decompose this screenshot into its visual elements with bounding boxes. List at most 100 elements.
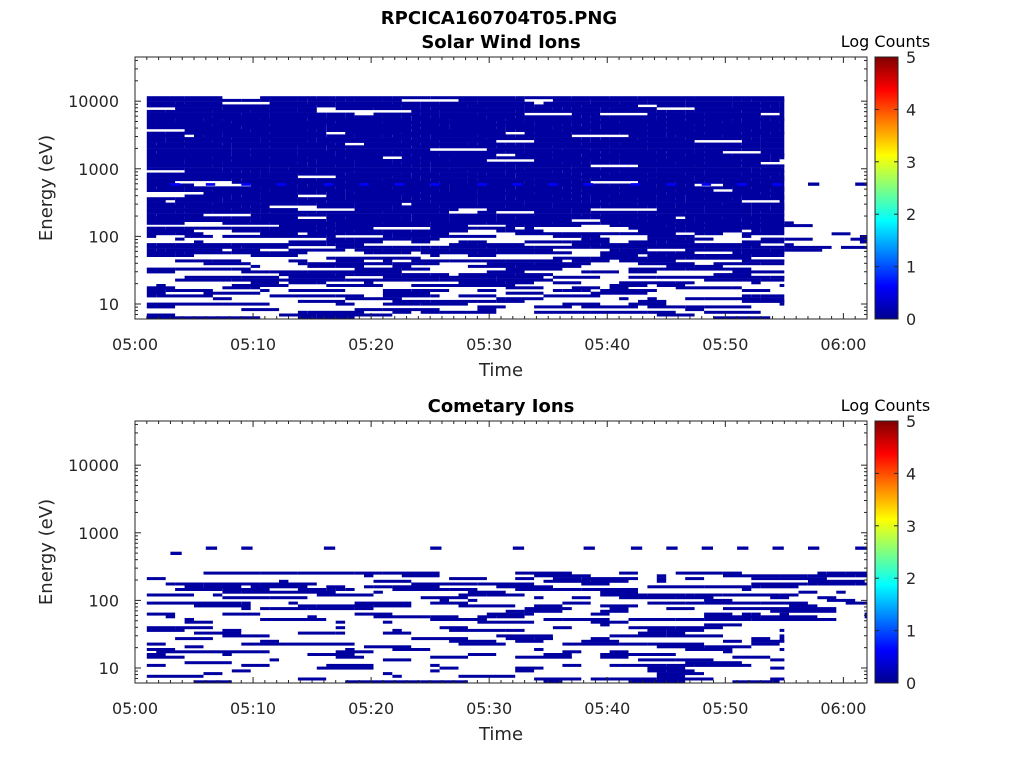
heatmap-cell [808,574,856,578]
heatmap-cell [307,197,346,201]
heatmap-cell [741,142,761,146]
heatmap-cell [505,224,525,227]
heatmap-cell [477,308,497,312]
heatmap-cell [552,156,601,160]
heatmap-cell [411,153,440,157]
heatmap-cell [515,264,544,268]
heatmap-cell [364,210,383,214]
heatmap-cell [241,98,261,102]
heatmap-cell [326,134,355,138]
heatmap-cell [477,178,535,182]
x-axis-label: Time [478,360,523,381]
heatmap-cell [175,210,185,214]
heatmap-cell [656,150,667,154]
heatmap-cell [760,101,780,105]
heatmap-cell [638,189,676,192]
heatmap-cell [656,194,686,198]
heatmap-cell [203,178,232,182]
heatmap-cell [505,161,544,165]
colorbar-tick-label: 5 [906,48,916,67]
heatmap-cell [316,205,355,209]
heatmap-cell [571,167,601,171]
heatmap-cell [307,213,327,217]
heatmap-cell [401,273,431,277]
heatmap-cell [609,115,657,119]
heatmap-cell [420,120,459,124]
heatmap-cell [269,221,289,225]
heatmap-cell [600,213,629,217]
heatmap-cell [222,286,251,290]
heatmap-cell [430,164,459,168]
heatmap-cell [694,142,742,146]
heatmap-cell [392,150,402,154]
heatmap-cell [562,197,572,201]
heatmap-cell [146,642,166,646]
heatmap-cell [751,186,785,190]
heatmap-cell [439,123,449,127]
heatmap-cell [486,262,534,266]
heatmap-cell [364,604,374,608]
heatmap-cell [628,618,676,621]
heatmap-cell [326,115,346,119]
heatmap-cell [373,123,412,127]
heatmap-cell [779,104,785,108]
heatmap-cell [326,213,365,217]
heatmap-cell [784,248,823,252]
heatmap-cell [307,310,365,314]
heatmap-cell [694,593,723,597]
heatmap-cell [609,150,629,154]
heatmap-cell [307,118,365,121]
heatmap-cell [704,232,723,236]
heatmap-cell [326,126,374,130]
heatmap-cell [543,264,582,268]
heatmap-cell [505,229,544,233]
heatmap-cell [486,208,544,212]
heatmap-cell [288,278,346,282]
heatmap-cell [486,148,544,152]
heatmap-cell [713,213,752,217]
heatmap-cell [656,169,704,173]
heatmap-cell [175,254,194,257]
heatmap-cell [666,126,714,130]
heatmap-cell [382,259,393,263]
heatmap-cell [345,648,355,651]
heatmap-spot [666,546,678,550]
heatmap-cell [486,118,506,121]
heatmap-cell [354,612,393,616]
heatmap-cell [184,167,194,171]
heatmap-cell [345,237,355,241]
heatmap-cell [326,226,374,230]
heatmap-cell [260,582,317,586]
heatmap-cell [600,655,629,659]
heatmap-cell [212,650,270,654]
heatmap-cell [534,131,544,135]
heatmap-cell [241,308,280,312]
heatmap-cell [335,620,346,624]
heatmap-cell [741,118,771,121]
heatmap-cell [335,259,364,263]
heatmap-cell [335,153,374,157]
heatmap-cell [770,208,785,212]
heatmap-cell [590,183,610,187]
heatmap-cell [779,232,785,236]
heatmap-cell [184,129,204,132]
heatmap-cell [505,291,544,295]
heatmap-cell [609,96,629,100]
heatmap-cell [477,112,525,116]
heatmap-cell [590,115,610,119]
heatmap-cell [175,278,232,282]
heatmap-cell [288,294,336,298]
heatmap-cell [146,219,204,222]
heatmap-highlight [512,183,523,186]
heatmap-cell [297,186,336,190]
heatmap-cell [175,101,185,105]
heatmap-cell [808,579,865,583]
heatmap-cell [326,199,383,203]
heatmap-cell [760,107,785,111]
heatmap-cell [515,115,572,119]
heatmap-cell [373,585,393,589]
heatmap-cell [486,137,534,141]
heatmap-cell [571,115,582,119]
heatmap-cell [449,123,506,127]
heatmap-cell [401,267,431,271]
